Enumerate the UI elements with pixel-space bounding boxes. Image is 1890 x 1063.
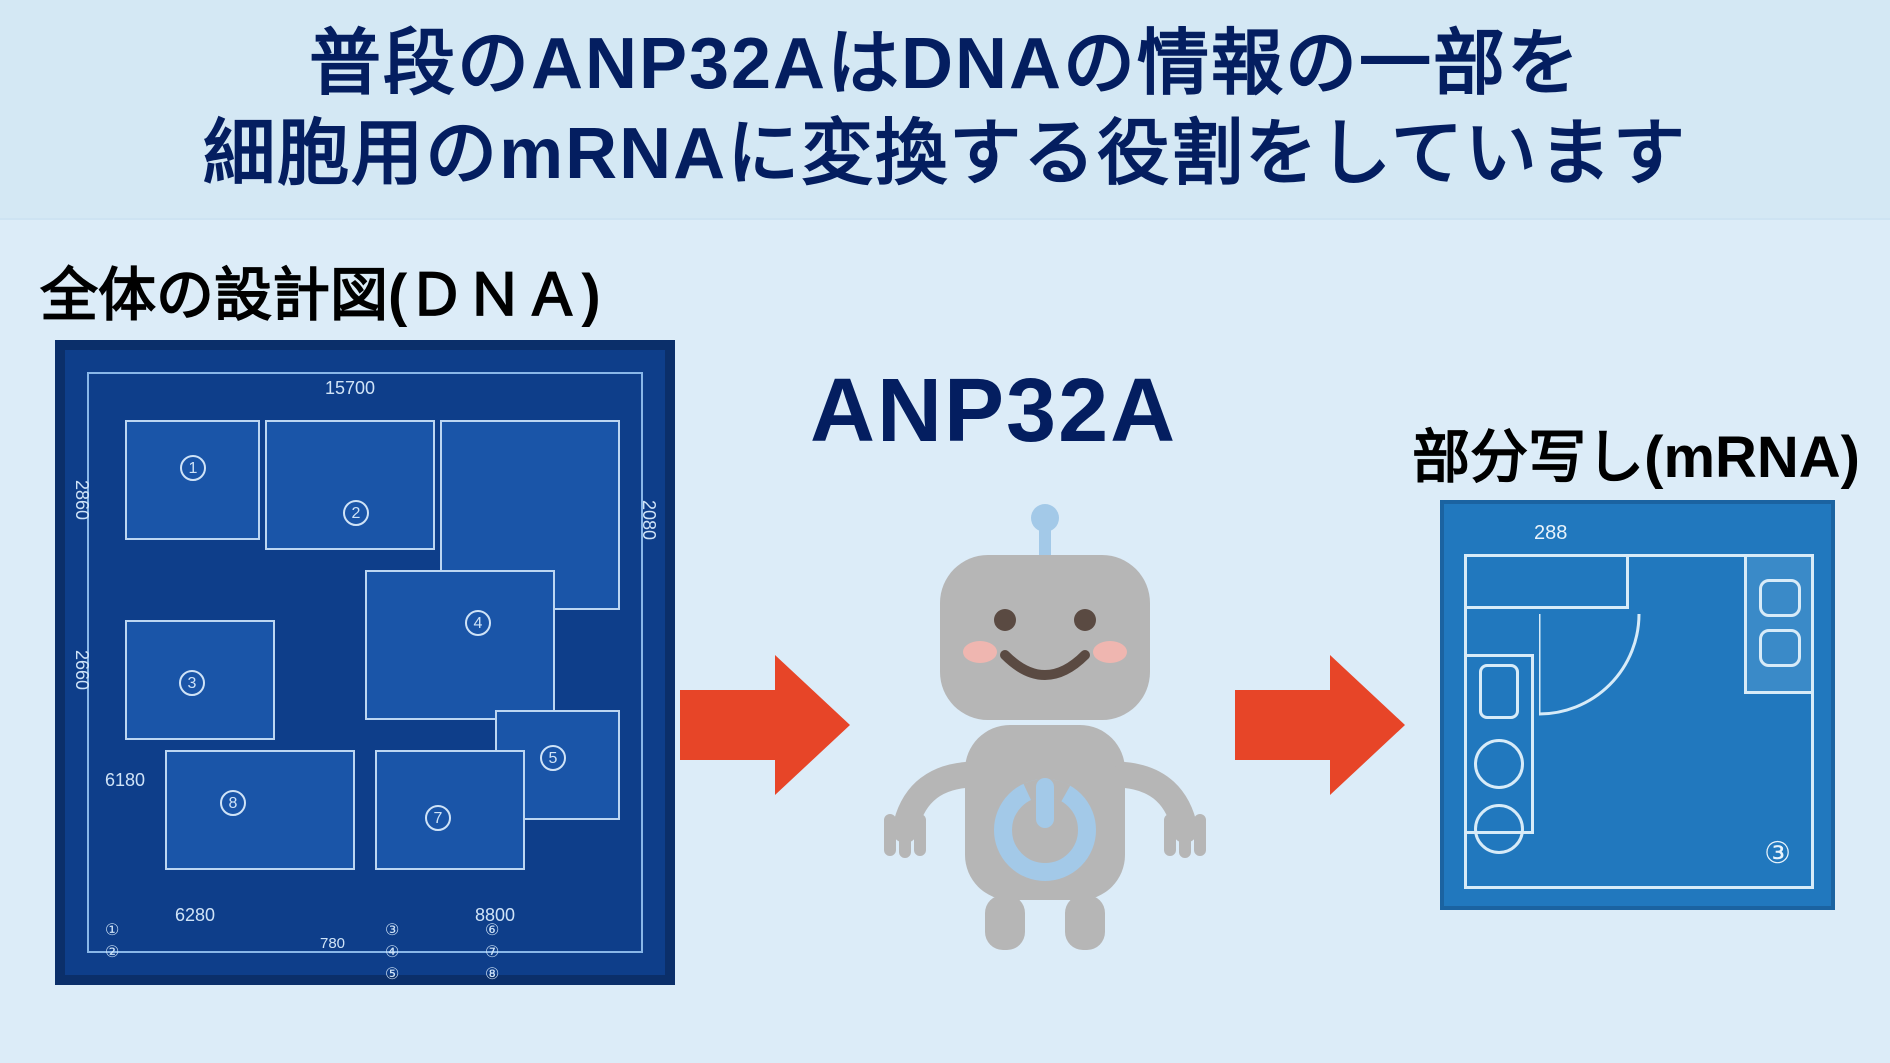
room-2: 2 [343, 500, 369, 526]
anp-label: ANP32A [810, 360, 1177, 463]
room-3: 3 [179, 670, 205, 696]
blueprint-dna: 15700 2860 2660 2080 6180 6280 8800 780 … [55, 340, 675, 985]
bp-dim-left-1: 2860 [71, 480, 92, 520]
lg-6: ⑥ [485, 920, 499, 940]
bps-room-num: ③ [1764, 836, 1791, 871]
title-line-2: 細胞用のmRNAに変換する役割をしています [203, 109, 1687, 199]
bp-dim-bc1: 780 [320, 935, 345, 952]
header: 普段のANP32AはDNAの情報の一部を 細胞用のmRNAに変換する役割をしてい… [0, 0, 1890, 220]
bp-dim-left-2: 2660 [71, 650, 92, 690]
title-line-1: 普段のANP32AはDNAの情報の一部を [309, 19, 1581, 109]
lg-8: ⑧ [485, 964, 499, 984]
lg-2: ② [105, 942, 119, 962]
lg-1: ① [105, 920, 119, 940]
blueprint-mrna: 288 ③ [1440, 500, 1835, 910]
lg-3: ③ [385, 920, 399, 940]
bps-dim-top: 288 [1534, 522, 1567, 545]
arrow-icon [680, 655, 850, 795]
bp-dim-bl2: 6280 [175, 905, 215, 926]
lg-7: ⑦ [485, 942, 499, 962]
bp-dim-bl1: 6180 [105, 770, 145, 791]
dna-label: 全体の設計図(ＤＮＡ) [40, 248, 601, 332]
bp-dim-top: 15700 [325, 378, 375, 399]
lg-4: ④ [385, 942, 399, 962]
bp-dim-right: 2080 [638, 500, 659, 540]
lg-5: ⑤ [385, 964, 399, 984]
content-area: 全体の設計図(ＤＮＡ) ANP32A 部分写し(mRNA) 15700 2860… [0, 220, 1890, 1063]
room-5: 5 [540, 745, 566, 771]
room-7: 7 [425, 805, 451, 831]
room-8: 8 [220, 790, 246, 816]
mrna-label: 部分写し(mRNA) [1412, 410, 1860, 494]
arrow-icon [1235, 655, 1405, 795]
room-1: 1 [180, 455, 206, 481]
room-4: 4 [465, 610, 491, 636]
robot-icon [870, 500, 1220, 960]
